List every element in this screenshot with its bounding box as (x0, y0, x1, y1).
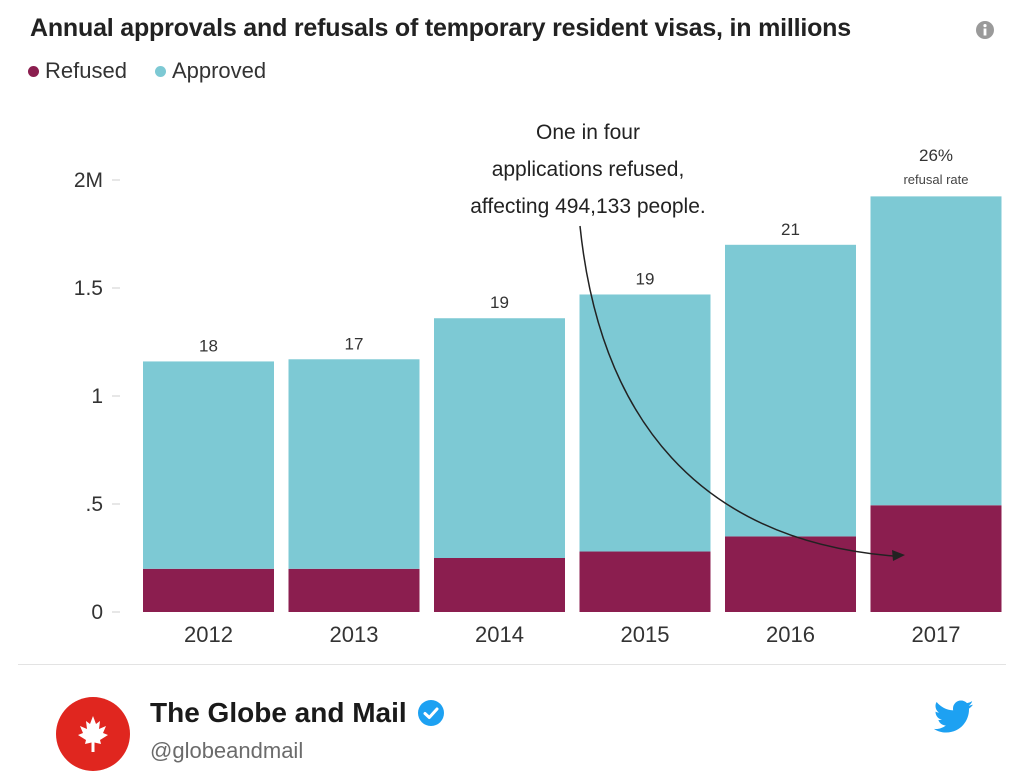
bar-approved-2017 (870, 196, 1002, 506)
bar-data-label: 21 (781, 220, 800, 239)
bar-approved-2012 (143, 361, 274, 569)
legend-label-approved: Approved (171, 58, 267, 83)
maple-leaf-icon (78, 716, 108, 752)
refusal-rate-label: refusal rate (903, 172, 968, 187)
bar-refused-2016 (725, 536, 856, 612)
account-handle[interactable]: @globeandmail (150, 738, 304, 763)
bar-refused-2015 (579, 551, 711, 612)
account-name-text: The Globe and Mail (150, 697, 407, 728)
legend-item-approved: Approved (154, 58, 267, 84)
legend-label-refused: Refused (45, 58, 127, 83)
x-tick-label: 2016 (766, 622, 815, 647)
bar-refused-2012 (143, 568, 274, 612)
annotation-line: applications refused, (492, 158, 685, 181)
avatar[interactable] (56, 697, 130, 771)
x-tick-label: 2015 (621, 622, 670, 647)
legend: Refused Approved (28, 58, 266, 84)
annotation-line: affecting 494,133 people. (470, 195, 705, 218)
verified-badge-icon (417, 700, 444, 726)
bar-approved-2016 (725, 244, 856, 537)
legend-item-refused: Refused (28, 58, 127, 84)
bar-refused-2017 (870, 505, 1002, 612)
bar-approved-2014 (434, 318, 565, 558)
x-tick-label: 2012 (184, 622, 233, 647)
legend-swatch-approved (154, 65, 166, 77)
chart-title: Annual approvals and refusals of tempora… (30, 14, 851, 42)
twitter-bird-icon[interactable] (934, 700, 974, 734)
bar-data-label: 19 (636, 269, 655, 288)
annotation-arrowhead (892, 550, 905, 561)
x-tick-label: 2017 (912, 622, 961, 647)
y-tick-label: 1 (91, 385, 103, 408)
info-icon[interactable] (975, 20, 995, 40)
refusal-rate-value: 26% (919, 146, 953, 165)
stacked-bar-chart: 0 .5 1 1.5 2M 2012 18 2013 17 2014 19 2015 19 2016 21 2… (74, 121, 1002, 647)
bar-refused-2014 (434, 558, 565, 612)
bar-refused-2013 (288, 568, 420, 612)
y-tick-label: 2M (74, 169, 103, 192)
bar-approved-2013 (288, 359, 420, 569)
y-tick-label: 0 (91, 601, 103, 624)
bar-data-label: 18 (199, 336, 218, 355)
legend-swatch-refused (28, 65, 39, 77)
bar-data-label: 17 (345, 334, 364, 353)
bar-data-label: 19 (490, 293, 509, 312)
annotation-arrow (579, 225, 894, 557)
y-tick-label: .5 (85, 493, 103, 516)
x-tick-label: 2014 (475, 622, 524, 647)
footer-divider (18, 664, 1006, 665)
x-tick-label: 2013 (330, 622, 379, 647)
account-name[interactable]: The Globe and Mail (150, 697, 445, 729)
annotation-line: One in four (536, 121, 640, 144)
y-tick-label: 1.5 (74, 277, 103, 300)
